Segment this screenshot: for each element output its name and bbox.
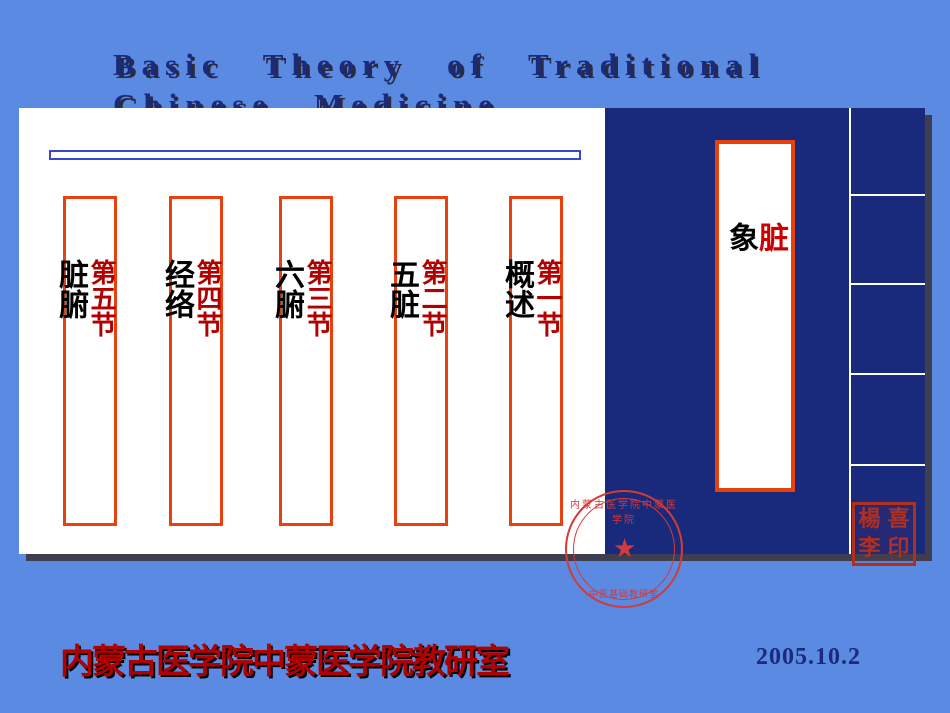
chapter-body: 六腑 <box>268 259 304 523</box>
seal-char: 李 <box>855 534 884 563</box>
seal-char: 喜 <box>884 505 913 534</box>
chapter-label: 第二节 <box>419 259 445 523</box>
right-panel: 脏 象 <box>605 108 925 554</box>
chapter-box-1: 第一节 概述 <box>509 196 563 526</box>
chapter-label: 第五节 <box>88 259 114 523</box>
chapter-body: 经络 <box>158 259 194 523</box>
chapter-box-3: 第三节 六腑 <box>279 196 333 526</box>
main-frame: 第五节 脏腑 第四节 经络 第三节 六腑 第二节 五脏 第一节 概述 <box>19 108 925 554</box>
topic-box: 脏 象 <box>725 150 785 482</box>
seal-top-text: 内蒙古医学院中蒙医学院 <box>565 496 683 526</box>
grid-vline <box>849 108 851 554</box>
topic-char2: 象 <box>725 222 755 482</box>
round-seal: 内蒙古医学院中蒙医学院 ★ 中医基础教研室 <box>565 490 683 608</box>
chapter-box-5: 第五节 脏腑 <box>63 196 117 526</box>
chapter-box-4: 第四节 经络 <box>169 196 223 526</box>
grid-line <box>849 373 925 375</box>
seal-char: 楊 <box>855 505 884 534</box>
grid-line <box>849 464 925 466</box>
chapter-body: 脏腑 <box>52 259 88 523</box>
footer-institution: 内蒙古医学院中蒙医学院教研室 <box>60 634 508 683</box>
seal-char: 印 <box>884 534 913 563</box>
chapter-label: 第四节 <box>194 259 220 523</box>
chapter-body: 概述 <box>498 259 534 523</box>
chapter-label: 第三节 <box>304 259 330 523</box>
chapter-label: 第一节 <box>534 259 560 523</box>
seal-star-icon: ★ <box>613 538 635 560</box>
horizontal-rule <box>49 150 581 160</box>
footer-date: 2005.10.2 <box>756 644 861 671</box>
title-line1: Basic Theory of Traditional <box>113 47 765 82</box>
grid-line <box>849 283 925 285</box>
square-seal: 楊 喜 李 印 <box>852 502 916 566</box>
chapter-box-2: 第二节 五脏 <box>394 196 448 526</box>
left-panel: 第五节 脏腑 第四节 经络 第三节 六腑 第二节 五脏 第一节 概述 <box>19 108 605 554</box>
grid-line <box>849 194 925 196</box>
topic-char1: 脏 <box>755 222 785 482</box>
chapter-body: 五脏 <box>383 259 419 523</box>
seal-bottom-text: 中医基础教研室 <box>565 587 683 600</box>
